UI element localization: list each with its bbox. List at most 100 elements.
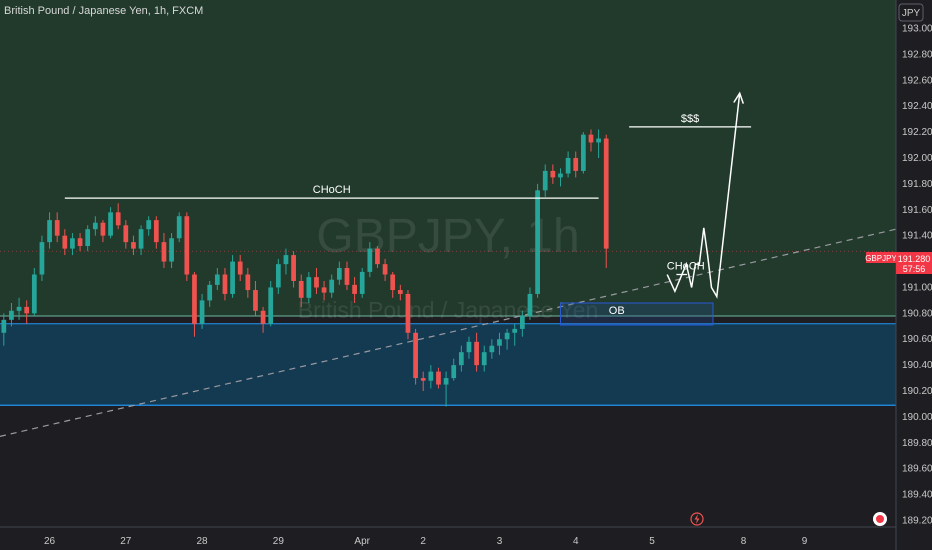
y-tick-label: 189.800: [902, 438, 932, 449]
y-tick-label: 192.600: [902, 75, 932, 86]
levels-layer: [64, 126, 752, 199]
candle-body: [519, 315, 525, 329]
x-tick-label: 28: [197, 536, 209, 547]
candle-body: [222, 274, 228, 294]
candle-body: [405, 293, 411, 333]
candle: [405, 290, 411, 340]
candle-body: [512, 328, 518, 333]
candle-body: [39, 242, 45, 275]
ob-label: OB: [609, 305, 625, 317]
candle: [588, 129, 594, 152]
x-tick-label: 29: [273, 536, 285, 547]
candle: [420, 371, 426, 392]
candle: [596, 129, 601, 158]
candle-body: [275, 264, 281, 288]
price-axis[interactable]: [896, 0, 932, 550]
candle: [54, 212, 60, 243]
candle: [458, 345, 464, 372]
price-tag-value-bg: [896, 252, 932, 274]
y-tick-label: 192.800: [902, 49, 932, 60]
candle: [77, 233, 83, 252]
candle-body: [115, 212, 121, 226]
y-tick-label: 190.000: [902, 412, 932, 423]
candle-body: [481, 352, 487, 366]
candle: [70, 233, 75, 256]
candle: [47, 212, 52, 249]
x-tick-label: 4: [573, 536, 579, 547]
x-tick-label: 8: [741, 536, 747, 547]
candle: [329, 274, 335, 298]
candle-body: [413, 332, 418, 379]
candle-body: [443, 378, 449, 385]
candle-body: [146, 220, 152, 230]
candle: [62, 229, 68, 256]
candle-body: [291, 255, 296, 281]
candle: [245, 268, 251, 298]
x-ticks: 26 27 28 29 Apr 2 3 4 5 8 9: [44, 536, 808, 547]
candle-body: [451, 365, 457, 379]
candle-body: [352, 284, 357, 294]
candle: [298, 274, 304, 307]
record-icon[interactable]: [873, 512, 887, 526]
x-tick-label: 9: [802, 536, 808, 547]
candle: [131, 235, 136, 256]
y-tick-label: 193.000: [902, 23, 932, 34]
candle: [443, 371, 449, 407]
candle: [16, 297, 22, 320]
y-tick-label: 190.800: [902, 308, 932, 319]
watermark-symbol: GBPJPY, 1h: [316, 210, 579, 263]
x-tick-label: 3: [497, 536, 503, 547]
lightning-icon-bolt: [694, 514, 700, 524]
candle-body: [550, 170, 556, 178]
candle: [512, 323, 518, 346]
candle-body: [100, 222, 106, 236]
candle: [413, 328, 418, 385]
candle-body: [588, 134, 594, 143]
choch-small-label: CHoCH: [667, 261, 705, 273]
y-tick-label: 191.800: [902, 179, 932, 190]
y-tick-label: 191.400: [902, 231, 932, 242]
candle-body: [1, 319, 7, 333]
bullish-zone: [0, 0, 896, 316]
currency-button[interactable]: [898, 3, 924, 22]
x-tick-label: Apr: [354, 536, 370, 547]
candle-body: [390, 274, 396, 291]
candle: [314, 268, 319, 294]
candle: [24, 300, 30, 324]
bearish-zone: [0, 323, 896, 406]
candle: [146, 216, 152, 236]
candle: [580, 132, 586, 174]
x-tick-label: 5: [649, 536, 655, 547]
candle: [474, 332, 479, 372]
candle: [542, 164, 548, 197]
lightning-icon[interactable]: [690, 512, 704, 526]
candle: [138, 225, 144, 256]
candle-body: [16, 306, 22, 311]
candle-body: [131, 242, 136, 249]
x-tick-label: 27: [120, 536, 132, 547]
order-block-box[interactable]: [559, 302, 714, 326]
candle: [359, 268, 365, 298]
candle-body: [237, 261, 243, 275]
candle-body: [321, 287, 327, 293]
candle: [9, 302, 14, 327]
candle: [451, 358, 457, 381]
liquidity-label: $$$: [681, 113, 699, 125]
candle: [222, 268, 228, 301]
candle-body: [70, 238, 75, 249]
candle-body: [77, 238, 83, 247]
candle-body: [199, 300, 205, 324]
candle-body: [138, 229, 144, 249]
candle-body: [542, 170, 548, 191]
candle-body: [169, 238, 174, 262]
time-axis[interactable]: [0, 527, 932, 550]
x-tick-label: 26: [44, 536, 56, 547]
candle-body: [420, 378, 426, 381]
candle-body: [344, 268, 350, 285]
x-tick-label: 2: [420, 536, 426, 547]
candle-body: [47, 220, 52, 243]
watermark-name: British Pound / Japanese Yen: [298, 297, 599, 323]
candle: [260, 306, 266, 333]
